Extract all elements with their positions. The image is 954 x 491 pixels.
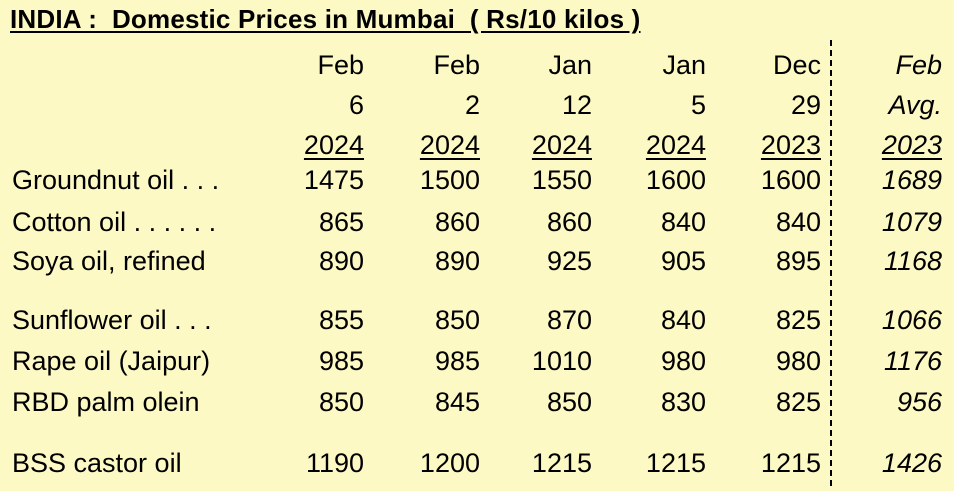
row-label: Cotton oil . . . . . .	[12, 207, 217, 237]
col-4-day: 5	[690, 90, 706, 120]
table-cell: 925	[546, 246, 592, 276]
table-cell: 985	[434, 346, 480, 376]
col-6-year: 2023	[881, 130, 942, 160]
table-cell: 845	[434, 387, 480, 417]
table-cell: 1426	[881, 448, 942, 478]
table-cell: 905	[660, 246, 706, 276]
table-cell: 840	[660, 305, 706, 335]
table-cell: 840	[775, 207, 821, 237]
table-cell: 1215	[531, 448, 592, 478]
col-3-month: Jan	[548, 50, 592, 80]
table-cell: 1168	[883, 246, 942, 276]
column-divider	[830, 40, 832, 486]
table-cell: 1079	[881, 207, 942, 237]
table-cell: 855	[318, 305, 364, 335]
table-cell: 1010	[531, 346, 592, 376]
table-cell: 1200	[419, 448, 480, 478]
col-6-avg: Avg.	[888, 90, 942, 120]
table-cell: 1215	[760, 448, 821, 478]
table-cell: 1475	[303, 165, 364, 195]
row-label: Rape oil (Jaipur)	[12, 346, 211, 376]
col-1-month: Feb	[317, 50, 364, 80]
col-2-year: 2024	[419, 130, 480, 160]
table-cell: 1550	[531, 165, 592, 195]
col-6-month: Feb	[895, 50, 942, 80]
col-2-day: 2	[464, 90, 480, 120]
table-cell: 1600	[645, 165, 706, 195]
table-cell: 860	[434, 207, 480, 237]
col-5-day: 29	[790, 90, 821, 120]
row-label: RBD palm olein	[12, 387, 200, 417]
row-label: BSS castor oil	[12, 448, 182, 478]
table-cell: 1215	[645, 448, 706, 478]
col-5-year: 2023	[760, 130, 821, 160]
table-cell: 825	[775, 387, 821, 417]
row-label: Sunflower oil . . .	[12, 305, 212, 335]
table-cell: 895	[775, 246, 821, 276]
table-cell: 850	[318, 387, 364, 417]
table-cell: 890	[434, 246, 480, 276]
table-cell: 860	[546, 207, 592, 237]
table-cell: 830	[660, 387, 706, 417]
table-cell: 956	[896, 387, 942, 417]
table-cell: 980	[775, 346, 821, 376]
col-1-year: 2024	[303, 130, 364, 160]
row-label: Soya oil, refined	[12, 246, 206, 276]
table-cell: 1176	[883, 346, 942, 376]
table-cell: 980	[660, 346, 706, 376]
table-title: INDIA : Domestic Prices in Mumbai ( Rs/1…	[10, 4, 641, 34]
col-4-year: 2024	[645, 130, 706, 160]
table-cell: 865	[318, 207, 364, 237]
table-cell: 1066	[881, 305, 942, 335]
table-cell: 890	[318, 246, 364, 276]
col-2-month: Feb	[433, 50, 480, 80]
table-cell: 870	[546, 305, 592, 335]
col-3-year: 2024	[531, 130, 592, 160]
table-cell: 825	[775, 305, 821, 335]
table-cell: 840	[660, 207, 706, 237]
col-3-day: 12	[561, 90, 592, 120]
col-5-month: Dec	[772, 50, 821, 80]
col-1-day: 6	[348, 90, 364, 120]
row-label: Groundnut oil . . .	[12, 165, 220, 195]
table-cell: 850	[434, 305, 480, 335]
table-cell: 1600	[760, 165, 821, 195]
table-cell: 985	[318, 346, 364, 376]
table-cell: 850	[546, 387, 592, 417]
table-cell: 1689	[881, 165, 942, 195]
col-4-month: Jan	[662, 50, 706, 80]
table-cell: 1500	[419, 165, 480, 195]
table-cell: 1190	[305, 448, 364, 478]
